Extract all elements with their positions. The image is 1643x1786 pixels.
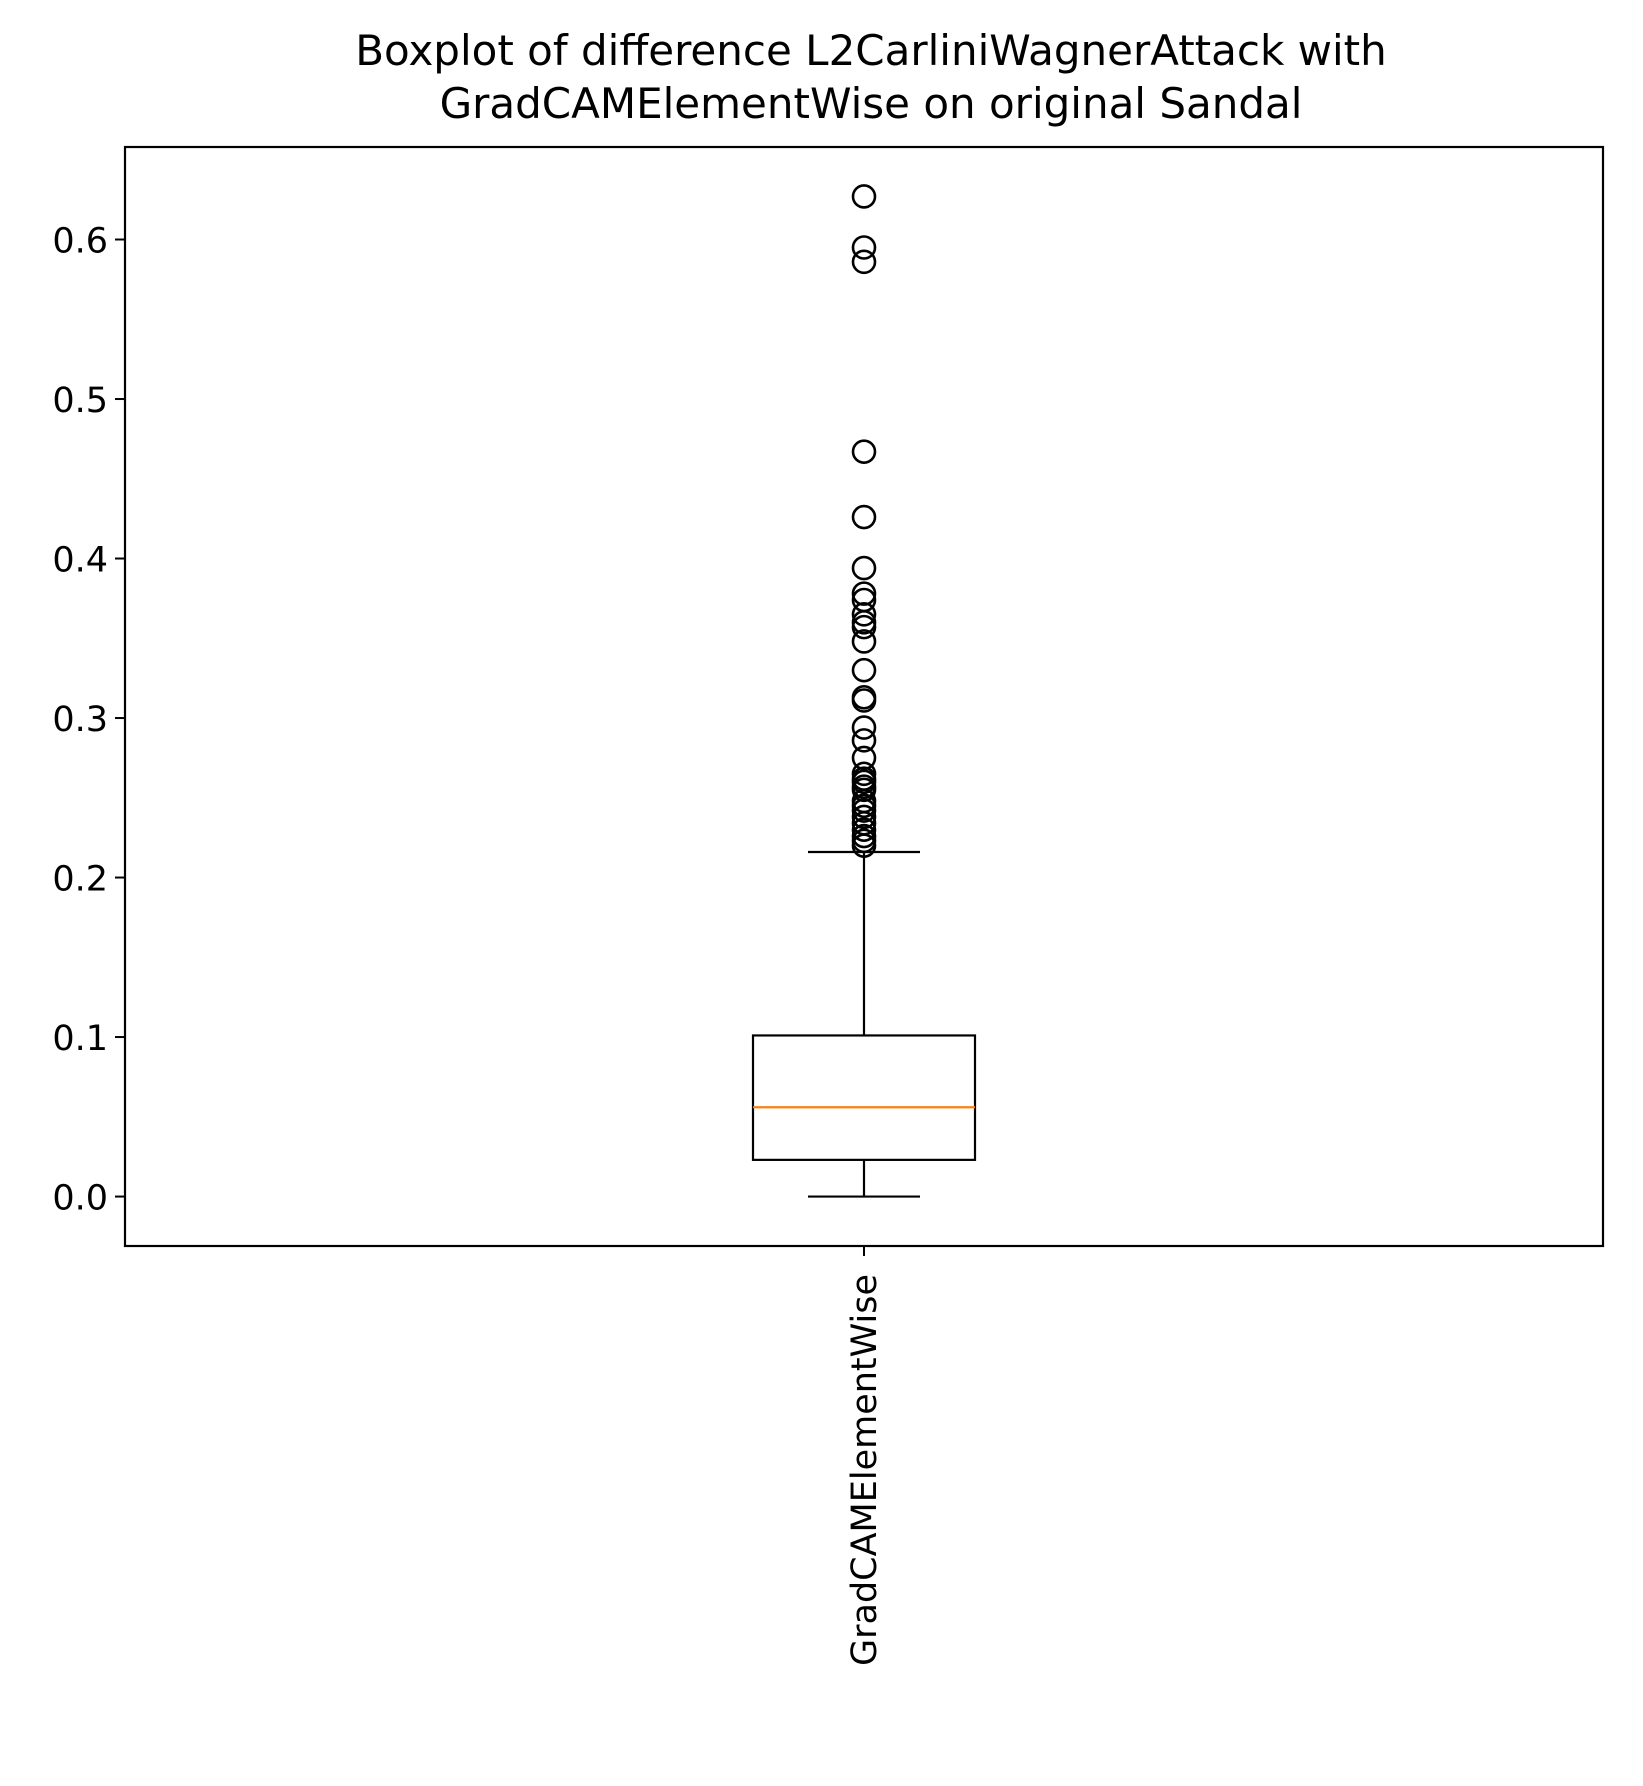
plot-area: 0.0 0.1 0.2 0.3 0.4 0.5 0.6 GradCAMElementWise	[52, 145, 1605, 1666]
outlier-point-2	[851, 249, 877, 275]
outlier-point-0	[851, 184, 877, 209]
chart-title-line-2: GradCAMElementWise on original Sandal	[440, 79, 1303, 128]
outlier-point-14	[851, 688, 877, 713]
y-tick-label-3: 0.3	[52, 700, 108, 740]
y-tick-label-2: 0.2	[52, 860, 108, 900]
y-tick-label-5: 0.5	[52, 381, 108, 421]
outlier-point-15	[851, 715, 877, 740]
x-tick-label-0: GradCAMElementWise	[845, 1274, 885, 1666]
outlier-point-28	[851, 817, 877, 842]
iqr-box	[751, 1034, 977, 1161]
outlier-point-11	[851, 629, 877, 654]
outlier-point-26	[851, 804, 877, 830]
outlier-point-1	[851, 235, 877, 260]
y-tick-label-0: 0.0	[52, 1179, 108, 1219]
outlier-point-10	[851, 614, 877, 640]
outlier-point-16	[851, 728, 877, 753]
outlier-point-4	[851, 504, 877, 530]
y-tick-label-1: 0.1	[52, 1019, 108, 1059]
y-tick-label-6: 0.6	[52, 222, 108, 262]
outlier-point-3	[851, 439, 877, 464]
y-tick-label-4: 0.4	[52, 541, 108, 581]
chart-title-line-1: Boxplot of difference L2CarliniWagnerAtt…	[355, 26, 1387, 75]
outlier-point-12	[851, 657, 877, 683]
outlier-point-25	[851, 798, 877, 823]
outlier-point-5	[851, 555, 877, 581]
outlier-point-8	[851, 602, 877, 627]
outlier-point-31	[851, 833, 877, 858]
